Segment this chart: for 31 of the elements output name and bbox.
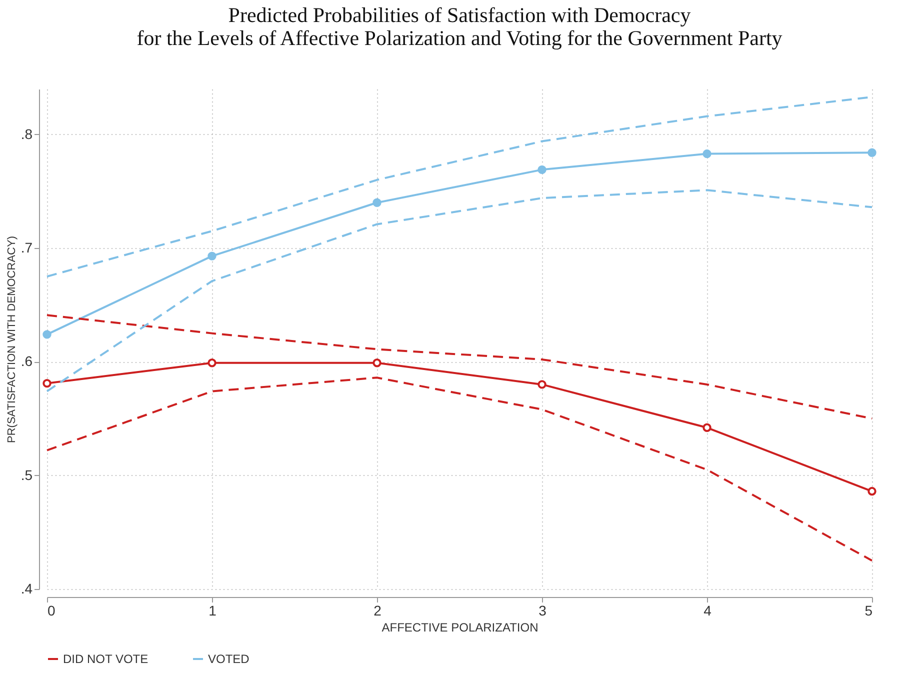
legend-label: DID NOT VOTE bbox=[63, 652, 148, 666]
point bbox=[42, 378, 52, 388]
x-tick-label: 5 bbox=[864, 602, 873, 618]
point bbox=[42, 330, 52, 339]
x-tick-label: 1 bbox=[208, 602, 217, 618]
point bbox=[868, 486, 876, 496]
point bbox=[372, 358, 382, 368]
line-series bbox=[46, 314, 873, 420]
point bbox=[208, 358, 216, 368]
legend-label: VOTED bbox=[208, 652, 250, 666]
y-tick-label: .8 bbox=[20, 126, 33, 142]
x-tick-label: 3 bbox=[538, 602, 547, 618]
y-axis-title: PR(SATISFACTION WITH DEMOCRACY) bbox=[6, 236, 18, 443]
y-tick-label: .6 bbox=[20, 353, 33, 370]
point bbox=[538, 165, 546, 174]
y-tick-label: .4 bbox=[20, 580, 33, 596]
point bbox=[868, 148, 876, 157]
point bbox=[208, 252, 216, 260]
chart-title: Predicted Probabilities of Satisfaction with Democracy for the Levels of Affective Polarization and Voting for the Government Party bbox=[136, 3, 783, 50]
x-axis-title: AFFECTIVE POLARIZATION bbox=[382, 620, 538, 634]
y-tick-label: .5 bbox=[20, 466, 33, 483]
x-tick-label: 2 bbox=[374, 602, 382, 618]
point bbox=[702, 423, 712, 432]
x-tick-label: 4 bbox=[704, 602, 712, 618]
point bbox=[538, 380, 546, 389]
point bbox=[372, 198, 382, 207]
line-series bbox=[46, 189, 873, 392]
point bbox=[702, 149, 712, 158]
line-series bbox=[46, 376, 873, 562]
x-tick-label: 0 bbox=[48, 602, 56, 618]
y-tick-label: .7 bbox=[20, 240, 33, 256]
